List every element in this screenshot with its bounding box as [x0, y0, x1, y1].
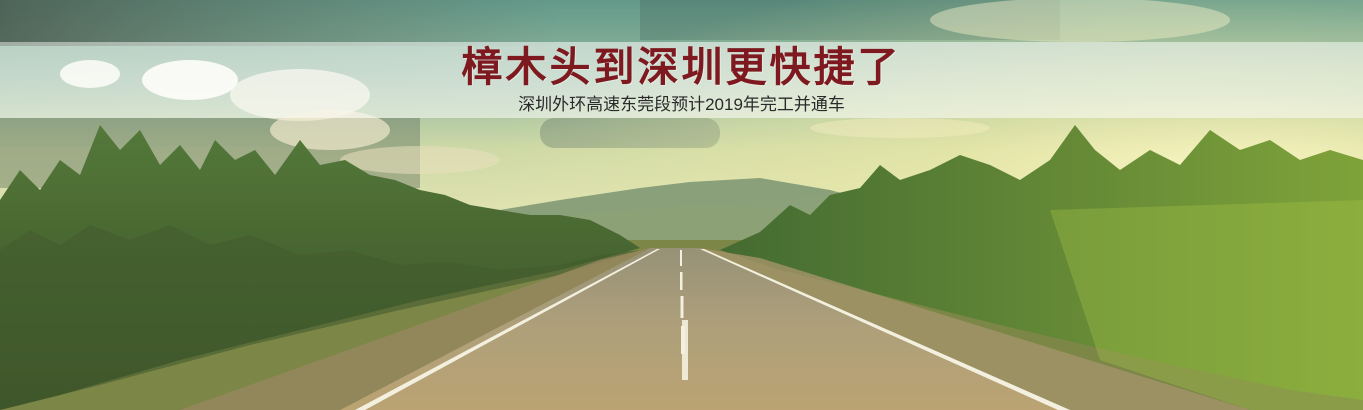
- banner-title: 樟木头到深圳更快捷了: [461, 43, 902, 91]
- banner-subtitle: 深圳外环高速东莞段预计2019年完工并通车: [518, 95, 845, 114]
- title-overlay-band: [0, 42, 1363, 118]
